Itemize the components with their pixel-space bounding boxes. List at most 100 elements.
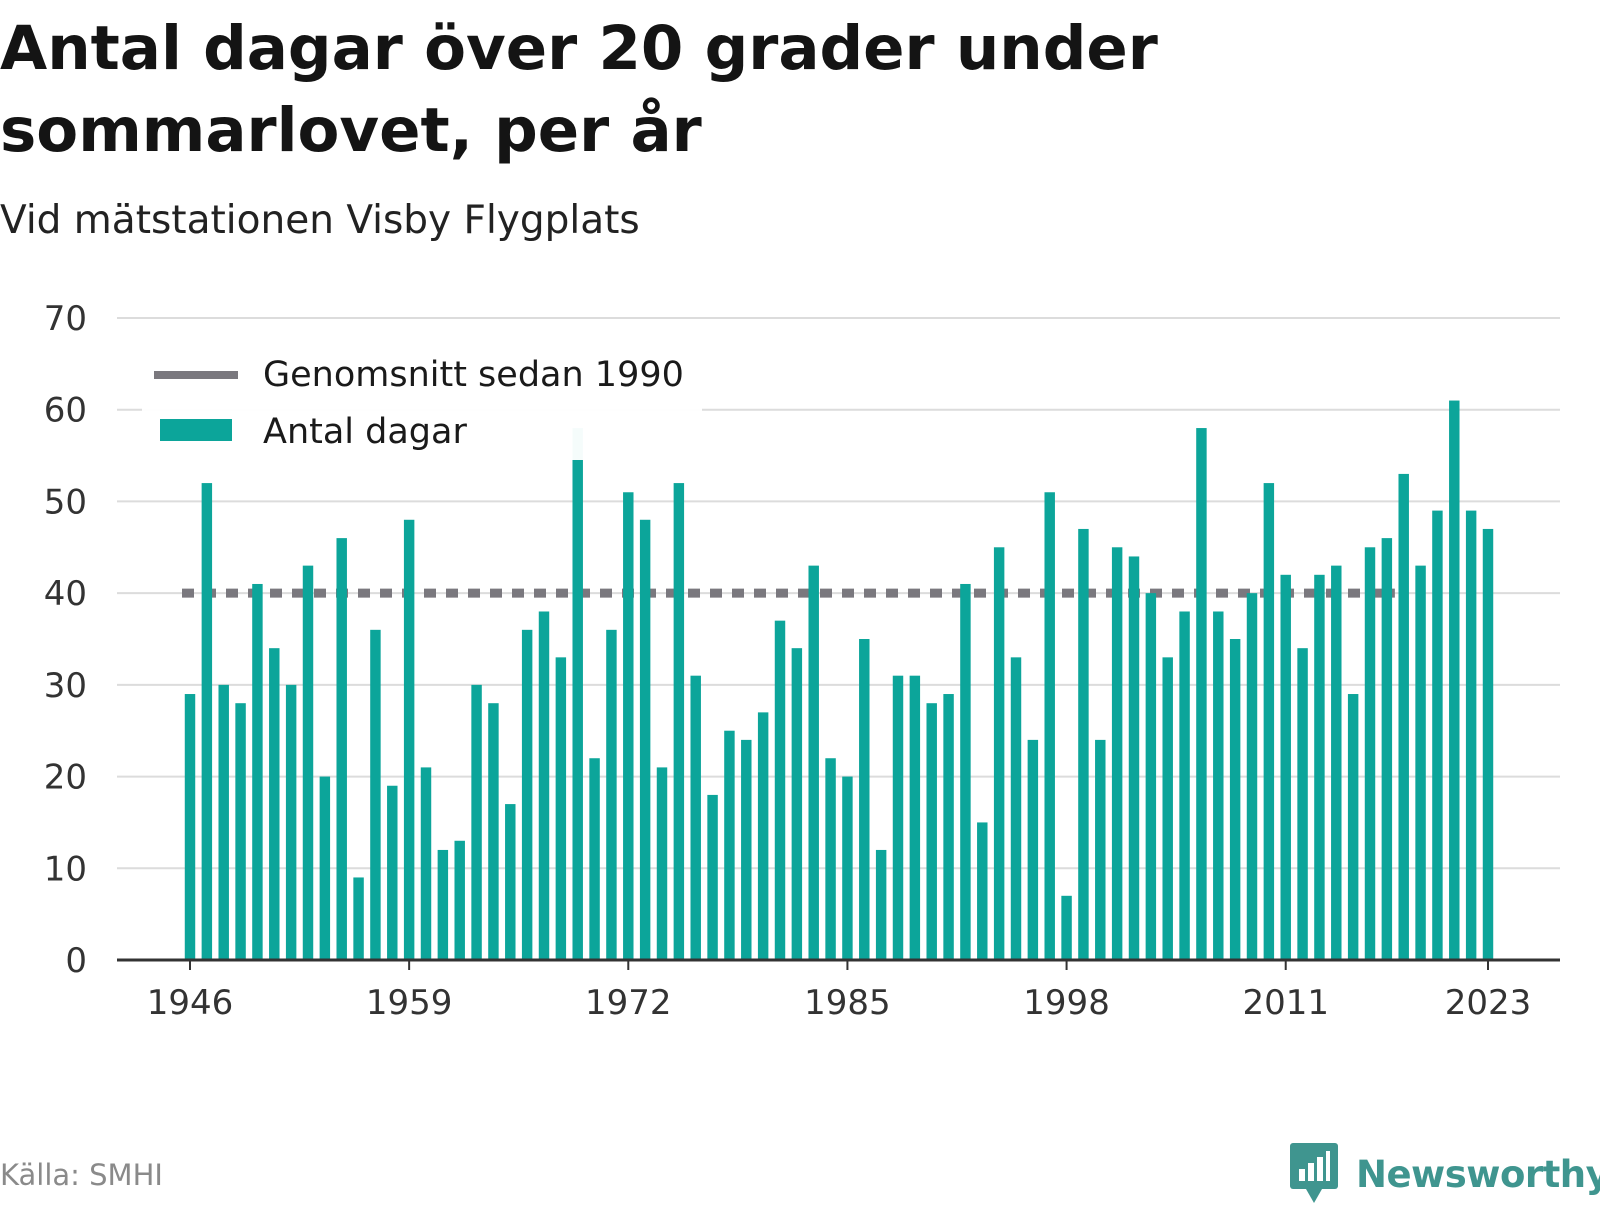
y-tick-label: 60 [44,391,87,431]
bar-1969 [572,428,583,960]
bar-1973 [639,519,651,960]
bar-1977 [707,794,718,960]
bar-1951 [269,648,280,960]
bar-2016 [1364,547,1376,960]
legend-bar-swatch [160,419,232,441]
bar-2005 [1179,611,1190,960]
legend-average-swatch [154,371,238,379]
bar-2011 [1280,574,1291,960]
bar-1994 [993,547,1005,960]
bar-1953 [302,565,314,960]
bar-2009 [1246,593,1258,960]
legend-average-label: Genomsnitt sedan 1990 [263,355,684,395]
bar-1957 [370,629,381,960]
legend-bar-label: Antal dagar [263,412,467,452]
bar-1956 [353,877,364,960]
bar-1999 [1078,528,1089,960]
bar-1949 [235,703,246,960]
bar-1986 [859,639,870,960]
bar-1980 [757,712,769,960]
bar-2021 [1449,400,1460,960]
y-tick-label: 20 [44,758,87,798]
bar-1990 [926,703,937,960]
bar-1982 [791,648,803,960]
bar-2012 [1297,648,1308,960]
bar-1959 [403,519,415,960]
bar-1960 [420,767,432,960]
bar-1992 [960,583,971,960]
bar-1950 [252,583,263,960]
bar-1998 [1061,895,1072,960]
x-tick-label: 1985 [804,983,891,1023]
bar-2013 [1314,574,1325,960]
bar-1995 [1010,657,1022,960]
bar-2001 [1111,547,1123,960]
y-tick-label: 50 [44,482,87,522]
x-tick-label: 1998 [1023,983,1110,1023]
bar-1987 [875,849,887,960]
bar-2002 [1128,556,1140,960]
x-tick-label: 1959 [366,983,453,1023]
bar-1972 [623,492,634,960]
legend: Genomsnitt sedan 1990 Antal dagar [142,336,702,460]
bar-1976 [690,675,701,960]
bar-1984 [825,758,836,960]
bar-2010 [1263,483,1275,960]
bar-1947 [201,483,213,960]
bar-1958 [387,785,398,960]
bar-2006 [1196,428,1207,960]
bar-1974 [656,767,668,960]
bar-1971 [606,629,617,960]
brand: Newsworthy [1290,1143,1600,1205]
bar-1962 [454,840,465,960]
y-tick-label: 10 [44,849,87,889]
chart-subtitle: Vid mätstationen Visby Flygplats [0,198,640,243]
bar-1989 [909,675,921,960]
y-tick-label: 70 [44,299,87,339]
bar-2017 [1381,538,1393,960]
bar-1979 [741,739,752,960]
bar-1975 [673,483,685,960]
bar-1991 [943,694,954,960]
bar-1966 [521,629,533,960]
x-tick-label: 2023 [1445,983,1532,1023]
bar-2023 [1482,528,1494,960]
bar-1967 [538,611,550,960]
bar-chart: 0 10 20 30 40 50 60 70 Genomsnitt sedan 1990 An… [44,299,1560,1023]
bar-1954 [319,776,331,960]
bar-2000 [1095,739,1106,960]
x-tick-label: 2011 [1242,983,1329,1023]
bar-2018 [1398,473,1409,960]
x-tick-label: 1946 [147,983,234,1023]
bar-2020 [1432,510,1443,960]
bar-1970 [589,758,600,960]
newsworthy-logo-icon [1290,1143,1338,1203]
x-axis-ticks: 1946 1959 1972 1985 1998 2011 2023 [147,960,1532,1023]
y-tick-label: 0 [65,941,87,981]
bar-1964 [488,703,499,960]
bar-1978 [724,730,735,960]
y-tick-label: 30 [44,666,87,706]
bar-1968 [555,657,567,960]
bar-1961 [437,849,449,960]
bar-2004 [1162,657,1173,960]
chart-title: Antal dagar över 20 grader under sommarl… [0,13,1158,166]
bar-1996 [1027,739,1039,960]
bar-2022 [1465,510,1477,960]
bar-1988 [892,675,904,960]
bar-1985 [842,776,853,960]
bar-2015 [1347,694,1359,960]
bars [184,400,1494,960]
bar-2019 [1415,565,1426,960]
legend-background [142,336,702,460]
bar-1965 [505,804,516,960]
bar-1952 [285,684,297,960]
x-tick-label: 1972 [585,983,672,1023]
bar-1993 [977,822,988,960]
bar-2007 [1213,611,1224,960]
bar-1997 [1044,492,1055,960]
bar-1948 [218,684,229,960]
brand-name: Newsworthy [1356,1152,1600,1196]
bar-1981 [774,620,786,960]
source-note: Källa: SMHI [0,1158,163,1192]
